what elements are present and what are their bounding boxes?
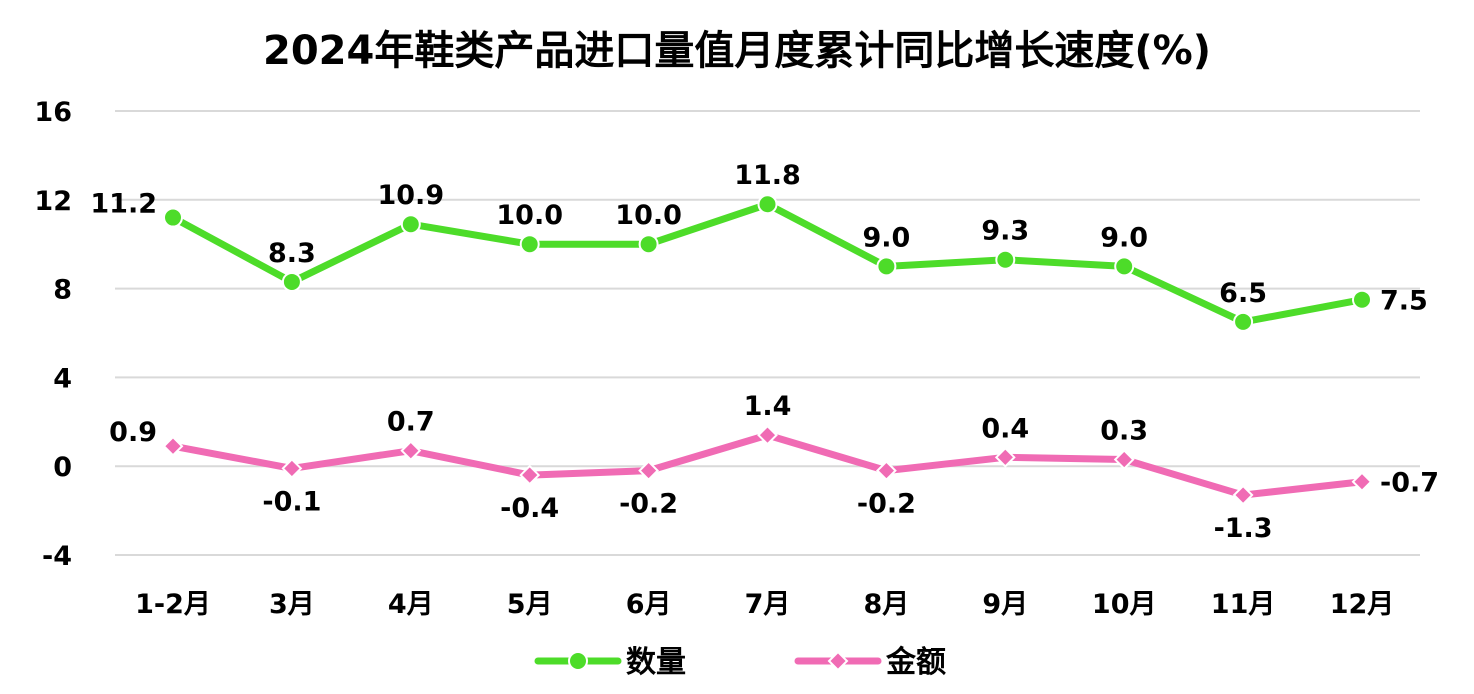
- data-point: [519, 464, 541, 486]
- x-tick-label: 4月: [388, 589, 434, 620]
- x-tick-label: 11月: [1211, 589, 1276, 620]
- data-point: [875, 460, 897, 482]
- data-label: 6.5: [1219, 278, 1267, 309]
- y-tick-label: 8: [53, 275, 72, 306]
- y-tick-label: -4: [42, 541, 72, 572]
- y-tick-label: 4: [53, 363, 72, 394]
- legend-label: 金额: [885, 645, 946, 680]
- data-label: 9.0: [862, 222, 910, 253]
- data-point: [1232, 484, 1254, 506]
- data-label: 10.0: [496, 200, 563, 231]
- data-point: [757, 424, 778, 446]
- series-layer: [162, 194, 1373, 506]
- data-point: [400, 214, 421, 235]
- data-label: 10.9: [377, 180, 444, 211]
- y-tick-label: 16: [34, 97, 72, 128]
- data-point: [876, 256, 897, 277]
- x-tick-label: 5月: [507, 589, 553, 620]
- data-point: [281, 271, 302, 292]
- data-labels: 11.2 8.3 10.9 10.0 10.0 11.8 9.0 9.3 9.0 6.5 7.5 0.…: [90, 160, 1439, 544]
- data-label: 1.4: [744, 391, 792, 422]
- y-axis-ticks: 16 12 8 4 0 -4: [34, 97, 72, 572]
- data-label: 8.3: [268, 238, 316, 269]
- data-label: -0.4: [500, 493, 559, 524]
- data-point: [1351, 471, 1373, 493]
- x-tick-label: 8月: [864, 589, 910, 620]
- data-point: [1114, 256, 1135, 277]
- data-point: [638, 460, 660, 482]
- data-label: -0.2: [619, 489, 678, 520]
- data-point: [1233, 311, 1254, 332]
- data-point: [994, 446, 1016, 468]
- data-point: [1352, 289, 1372, 310]
- data-point: [162, 435, 184, 457]
- data-point: [638, 234, 659, 255]
- data-label: 0.9: [109, 417, 157, 448]
- data-point: [519, 234, 540, 255]
- x-tick-label: 7月: [745, 589, 791, 620]
- x-tick-label: 10月: [1092, 589, 1157, 620]
- y-tick-label: 0: [53, 452, 72, 483]
- legend-marker: [568, 651, 588, 671]
- x-tick-label: 6月: [626, 589, 672, 620]
- data-label: 9.0: [1100, 222, 1148, 253]
- data-label: -1.3: [1214, 513, 1273, 544]
- series-line-quantity: [169, 200, 1366, 326]
- x-tick-label: 9月: [982, 589, 1028, 620]
- chart-title: 2024年鞋类产品进口量值月度累计同比增长速度(%): [263, 28, 1211, 74]
- data-label: 10.0: [615, 200, 682, 231]
- data-point: [1113, 449, 1135, 470]
- data-point: [995, 249, 1016, 270]
- data-point: [163, 207, 183, 228]
- legend-label: 数量: [626, 645, 686, 680]
- x-tick-label: 3月: [269, 589, 315, 620]
- legend: 数量 金额: [534, 645, 946, 680]
- data-label: 9.3: [981, 216, 1029, 247]
- data-label: 0.4: [981, 413, 1029, 444]
- x-tick-label: 1-2月: [135, 589, 211, 620]
- data-label: -0.7: [1380, 468, 1439, 499]
- data-label: 11.8: [734, 160, 801, 191]
- data-point: [281, 458, 303, 479]
- legend-marker: [827, 650, 849, 672]
- data-label: 11.2: [90, 189, 157, 220]
- x-axis-ticks: 1-2月 3月 4月 5月 6月 7月 8月 9月 10月 11月 12月: [135, 589, 1394, 620]
- data-point: [400, 440, 422, 462]
- data-label: 0.3: [1100, 416, 1148, 447]
- data-label: 0.7: [387, 407, 435, 438]
- x-tick-label: 12月: [1330, 589, 1395, 620]
- data-label: -0.1: [262, 486, 321, 517]
- data-label: 7.5: [1380, 286, 1428, 317]
- y-tick-label: 12: [34, 186, 72, 217]
- data-label: -0.2: [857, 489, 916, 520]
- data-point: [757, 194, 778, 215]
